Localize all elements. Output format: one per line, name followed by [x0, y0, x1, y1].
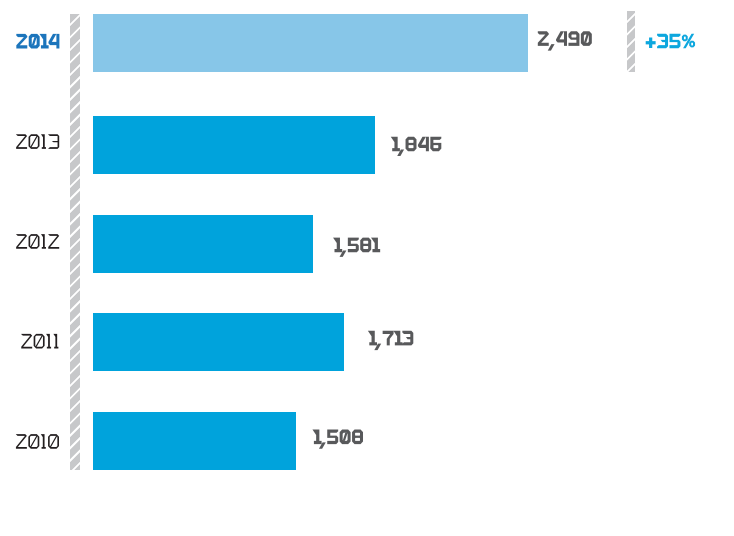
year-label-2010 — [15, 434, 59, 449]
value-label-2013 — [390, 136, 442, 156]
right-axis-hatched-strip — [627, 11, 635, 72]
value-label-2014 — [537, 31, 592, 51]
value-label-2011 — [367, 330, 414, 351]
year-label-2012 — [16, 234, 60, 249]
bar-2013 — [93, 116, 376, 174]
year-label-2013 — [16, 134, 60, 149]
year-label-2011 — [21, 333, 59, 349]
bar-2010 — [93, 412, 296, 470]
bar-2012 — [93, 215, 313, 273]
bar-2011 — [93, 313, 344, 371]
left-axis-hatched-strip — [70, 14, 80, 470]
value-label-2012 — [333, 237, 381, 257]
growth-annotation-label — [645, 33, 696, 49]
year-label-2014 — [16, 33, 60, 49]
bar-2014 — [93, 14, 528, 72]
value-label-2010 — [312, 429, 364, 449]
